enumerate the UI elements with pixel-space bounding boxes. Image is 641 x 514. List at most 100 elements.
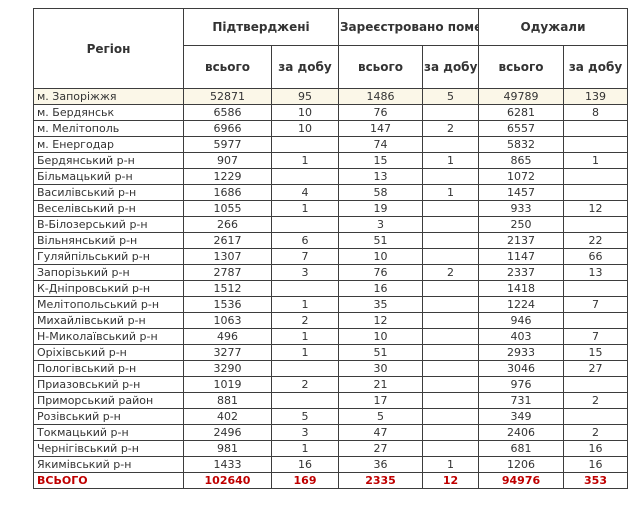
- deaths-total-cell: 17: [338, 392, 423, 409]
- header-confirmed-daily: за добу: [271, 45, 339, 89]
- table-row: Приазовський р-н 1019 2 21 976: [33, 376, 629, 393]
- confirmed-total-cell: 266: [183, 216, 272, 233]
- deaths-total-cell: 1486: [338, 88, 423, 105]
- region-cell: Пологівський р-н: [33, 360, 184, 377]
- recovered-daily-cell: [562, 168, 629, 185]
- confirmed-total-cell: 1019: [183, 376, 272, 393]
- confirmed-daily-cell: 169: [271, 472, 339, 489]
- header-group-deaths: Зареєстровано померлих: [338, 8, 479, 46]
- region-cell: м. Енергодар: [33, 136, 184, 153]
- confirmed-daily-cell: 1: [271, 440, 339, 457]
- recovered-total-cell: 49789: [478, 88, 564, 105]
- deaths-total-cell: 10: [338, 248, 423, 265]
- table-header: Регіон Підтверджені Зареєстровано померл…: [33, 8, 629, 89]
- region-cell: Мелітопольський р-н: [33, 296, 184, 313]
- recovered-daily-cell: 353: [562, 472, 629, 489]
- confirmed-total-cell: 1063: [183, 312, 272, 329]
- recovered-daily-cell: [562, 376, 629, 393]
- confirmed-daily-cell: 10: [271, 120, 339, 137]
- deaths-total-cell: 10: [338, 328, 423, 345]
- recovered-total-cell: 681: [478, 440, 564, 457]
- deaths-daily-cell: [422, 136, 479, 153]
- region-cell: Чернігівський р-н: [33, 440, 184, 457]
- recovered-total-cell: 933: [478, 200, 564, 217]
- table-row: Приморський район 881 17 731 2: [33, 392, 629, 409]
- table-body: м. Запоріжжя 52871 95 1486 5 49789 139 м…: [33, 88, 629, 489]
- table-row: Токмацький р-н 2496 3 47 2406 2: [33, 424, 629, 441]
- deaths-total-cell: 51: [338, 344, 423, 361]
- deaths-daily-cell: [422, 360, 479, 377]
- table-row: Пологівський р-н 3290 30 3046 27: [33, 360, 629, 377]
- table-row: Чернігівський р-н 981 1 27 681 16: [33, 440, 629, 457]
- confirmed-daily-cell: 1: [271, 328, 339, 345]
- recovered-total-cell: 403: [478, 328, 564, 345]
- confirmed-total-cell: 2617: [183, 232, 272, 249]
- deaths-daily-cell: 2: [422, 120, 479, 137]
- header-sub-row: всього за добу всього за добу всього за …: [34, 45, 629, 89]
- deaths-total-cell: 19: [338, 200, 423, 217]
- deaths-total-cell: 3: [338, 216, 423, 233]
- region-cell: Бердянський р-н: [33, 152, 184, 169]
- deaths-daily-cell: [422, 440, 479, 457]
- recovered-total-cell: 6281: [478, 104, 564, 121]
- table-row: Вільнянський р-н 2617 6 51 2137 22: [33, 232, 629, 249]
- recovered-daily-cell: 16: [562, 440, 629, 457]
- confirmed-total-cell: 907: [183, 152, 272, 169]
- confirmed-daily-cell: 95: [271, 88, 339, 105]
- deaths-daily-cell: 5: [422, 88, 479, 105]
- deaths-daily-cell: [422, 344, 479, 361]
- confirmed-daily-cell: 6: [271, 232, 339, 249]
- confirmed-daily-cell: [271, 168, 339, 185]
- recovered-daily-cell: [562, 312, 629, 329]
- recovered-daily-cell: 2: [562, 392, 629, 409]
- confirmed-total-cell: 102640: [183, 472, 272, 489]
- confirmed-total-cell: 6586: [183, 104, 272, 121]
- deaths-total-cell: 47: [338, 424, 423, 441]
- covid-stats-table: Регіон Підтверджені Зареєстровано померл…: [33, 8, 629, 489]
- recovered-daily-cell: 2: [562, 424, 629, 441]
- region-cell: Приморський район: [33, 392, 184, 409]
- header-recovered-daily: за добу: [562, 45, 629, 89]
- deaths-daily-cell: 1: [422, 456, 479, 473]
- table-row: Запорізький р-н 2787 3 76 2 2337 13: [33, 264, 629, 281]
- region-cell: Якимівський р-н: [33, 456, 184, 473]
- recovered-daily-cell: 7: [562, 296, 629, 313]
- deaths-total-cell: 76: [338, 264, 423, 281]
- recovered-total-cell: 349: [478, 408, 564, 425]
- deaths-total-cell: 147: [338, 120, 423, 137]
- table-row: Н-Миколаївський р-н 496 1 10 403 7: [33, 328, 629, 345]
- deaths-daily-cell: [422, 216, 479, 233]
- region-cell: Михайлівський р-н: [33, 312, 184, 329]
- confirmed-total-cell: 6966: [183, 120, 272, 137]
- recovered-total-cell: 6557: [478, 120, 564, 137]
- recovered-total-cell: 1147: [478, 248, 564, 265]
- deaths-total-cell: 5: [338, 408, 423, 425]
- recovered-total-cell: 731: [478, 392, 564, 409]
- table-row: м. Енергодар 5977 74 5832: [33, 136, 629, 153]
- header-deaths-total: всього: [338, 45, 423, 89]
- region-cell: Запорізький р-н: [33, 264, 184, 281]
- deaths-daily-cell: 1: [422, 152, 479, 169]
- recovered-total-cell: 865: [478, 152, 564, 169]
- header-recovered-total: всього: [478, 45, 564, 89]
- confirmed-daily-cell: 4: [271, 184, 339, 201]
- recovered-daily-cell: [562, 136, 629, 153]
- recovered-daily-cell: 66: [562, 248, 629, 265]
- header-group-confirmed: Підтверджені: [183, 8, 339, 46]
- recovered-total-cell: 1418: [478, 280, 564, 297]
- deaths-daily-cell: [422, 200, 479, 217]
- confirmed-total-cell: 3290: [183, 360, 272, 377]
- recovered-daily-cell: [562, 280, 629, 297]
- region-cell: Гуляйпільський р-н: [33, 248, 184, 265]
- deaths-total-cell: 51: [338, 232, 423, 249]
- confirmed-daily-cell: [271, 280, 339, 297]
- table-row: м. Запоріжжя 52871 95 1486 5 49789 139: [33, 88, 629, 105]
- region-cell: Веселівський р-н: [33, 200, 184, 217]
- header-group-row: Регіон Підтверджені Зареєстровано померл…: [33, 8, 629, 89]
- header-deaths-daily: за добу: [422, 45, 479, 89]
- header-region: Регіон: [33, 8, 184, 89]
- recovered-daily-cell: 15: [562, 344, 629, 361]
- recovered-total-cell: 250: [478, 216, 564, 233]
- deaths-total-cell: 35: [338, 296, 423, 313]
- recovered-daily-cell: 27: [562, 360, 629, 377]
